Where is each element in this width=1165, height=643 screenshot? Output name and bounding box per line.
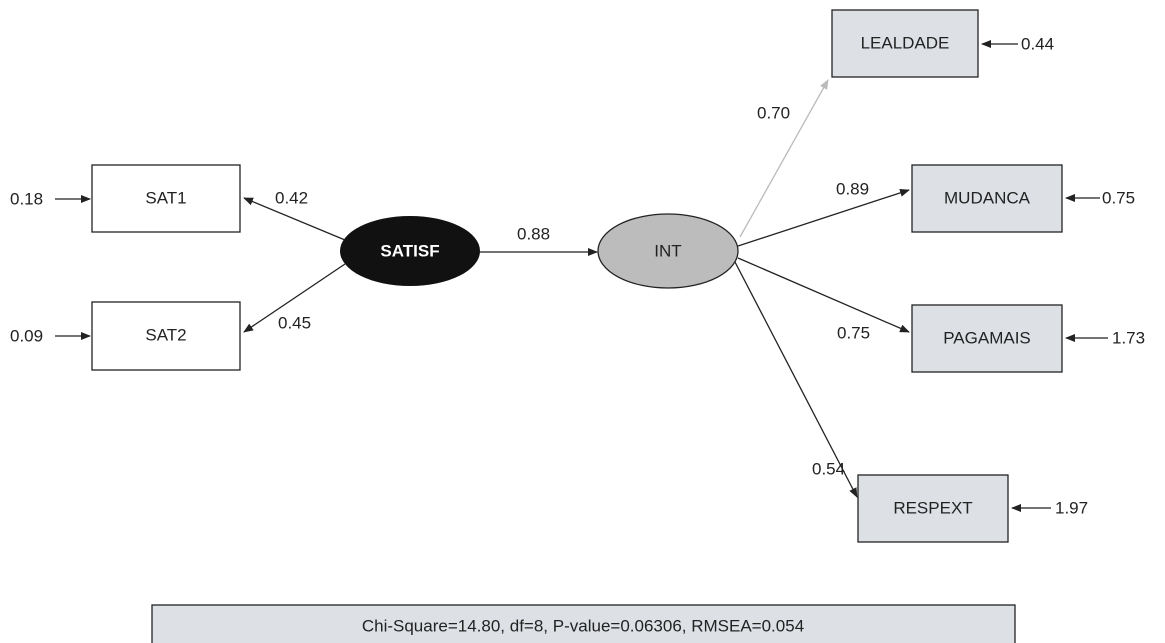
error-label: 0.18 [10, 189, 43, 208]
path-arrow [739, 79, 829, 238]
node-box [91, 301, 241, 371]
path-arrow [734, 261, 858, 498]
node-box [831, 9, 979, 78]
error-label: 0.75 [1102, 188, 1135, 207]
error-label: 0.44 [1021, 34, 1054, 53]
node-label: SAT1 [145, 188, 186, 207]
node-label: PAGAMAIS [943, 328, 1031, 347]
node-label: INT [654, 241, 681, 260]
node-box [91, 164, 241, 233]
latent-node [340, 216, 480, 286]
fit-box [151, 604, 1016, 643]
error-label: 1.97 [1055, 498, 1088, 517]
node-label: SATISF [380, 241, 439, 260]
node-label: MUDANCA [944, 188, 1031, 207]
path-label: 0.45 [278, 313, 311, 332]
path-arrow [737, 257, 910, 333]
error-label: 1.73 [1112, 328, 1145, 347]
path-label: 0.70 [757, 103, 790, 122]
error-label: 0.09 [10, 326, 43, 345]
node-box [911, 164, 1063, 233]
path-arrow [243, 197, 346, 241]
fit-statistics: Chi-Square=14.80, df=8, P-value=0.06306,… [362, 616, 804, 635]
node-box [911, 304, 1063, 373]
path-arrow [243, 263, 346, 333]
latent-node [597, 213, 739, 289]
path-label: 0.54 [812, 459, 845, 478]
path-label: 0.75 [837, 323, 870, 342]
path-label: 0.89 [836, 179, 869, 198]
path-label: 0.42 [275, 188, 308, 207]
node-label: RESPEXT [893, 498, 972, 517]
node-box [857, 474, 1009, 543]
node-label: LEALDADE [861, 33, 950, 52]
path-arrow [737, 188, 910, 247]
path-label: 0.88 [517, 224, 550, 243]
node-label: SAT2 [145, 325, 186, 344]
